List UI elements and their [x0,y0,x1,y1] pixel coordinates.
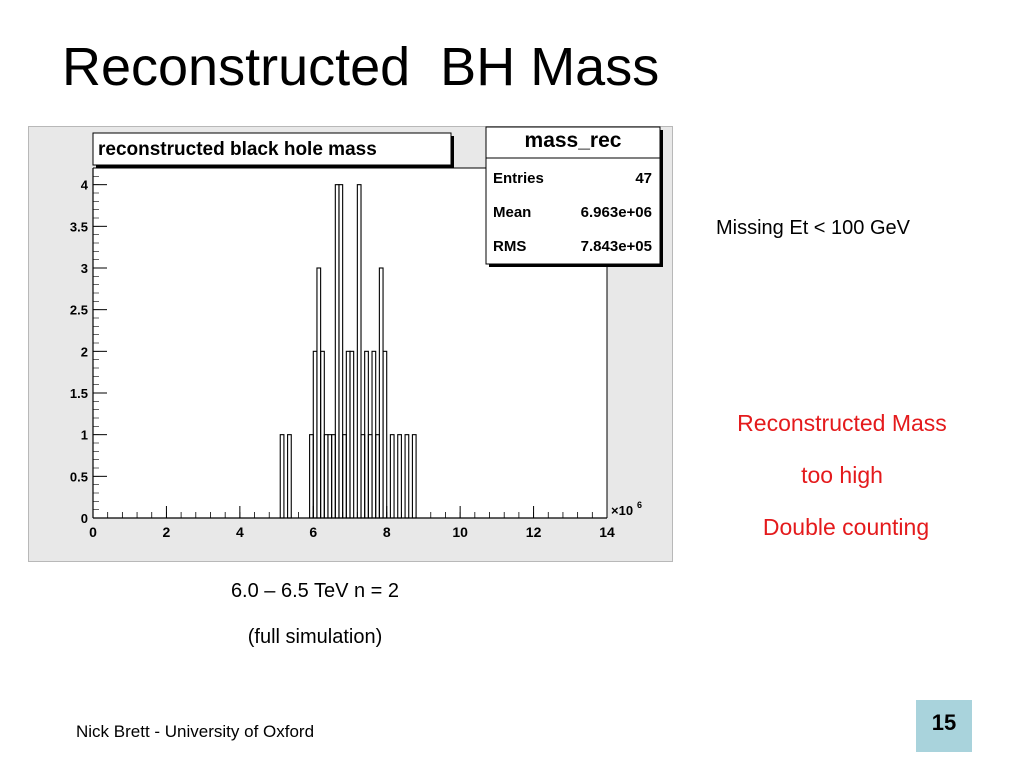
stats-row-value: 7.843e+05 [581,238,652,255]
slide-title: Reconstructed BH Mass [62,37,660,97]
y-tick-label: 0 [81,511,88,526]
histogram-bins [279,184,417,519]
y-tick-label: 1 [81,428,88,443]
title-box [92,132,452,166]
histogram-bin [287,434,292,519]
histogram-bin [338,184,344,519]
x-tick-label: 4 [236,524,244,540]
y-tick-label: 4 [81,178,89,193]
stats-box [485,126,661,265]
x-tick-label: 0 [89,524,97,540]
red-note-line-2: too high [801,462,883,488]
histogram-bin [382,350,388,519]
y-tick-label: 3.5 [70,219,88,234]
red-note-line-3: Double counting [762,514,930,540]
histogram-bin [356,184,362,519]
x-tick-label: 2 [163,524,171,540]
y-tick-label: 2.5 [70,303,88,318]
stats-box-name: mass_rec [525,129,622,152]
x-tick-label: 6 [309,524,317,540]
y-tick-label: 1.5 [70,386,88,401]
red-note-line-1: Reconstructed Mass [737,410,947,436]
stats-row-value: 6.963e+06 [581,204,652,221]
footer-author: Nick Brett - University of Oxford [76,722,315,741]
stats-row-label: Mean [493,204,531,221]
x-multiplier-exponent: 6 [637,500,642,510]
chart-overlays: reconstructed black hole mass mass_rec Ent… [92,126,663,267]
page-number: 15 [916,700,972,752]
y-tick-label: 0.5 [70,469,88,484]
histogram-bin [404,434,410,519]
stats-row-label: Entries [493,170,544,187]
caption-energy: 6.0 – 6.5 TeV n = 2 [230,580,400,602]
histogram-bin [389,434,395,519]
histogram-bin [349,350,355,519]
y-tick-label: 2 [81,344,88,359]
x-tick-label: 10 [452,524,468,540]
stats-row-label: RMS [493,238,526,255]
x-tick-label: 8 [383,524,391,540]
x-multiplier-label: ×10 [611,503,633,518]
stats-row-value: 47 [635,170,652,187]
missing-et-cut-note: Missing Et < 100 GeV [716,217,910,239]
histogram-bin [411,434,417,519]
histogram-bin [397,434,402,519]
y-tick-label: 3 [81,261,88,276]
x-tick-label: 14 [599,524,615,540]
chart-title: reconstructed black hole mass [98,139,377,160]
histogram-bin [279,434,285,519]
x-tick-label: 12 [526,524,542,540]
caption-simulation: (full simulation) [247,626,383,648]
